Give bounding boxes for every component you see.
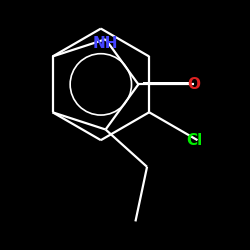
Text: O: O — [188, 77, 201, 92]
Text: Cl: Cl — [186, 133, 203, 148]
Text: NH: NH — [93, 36, 118, 51]
